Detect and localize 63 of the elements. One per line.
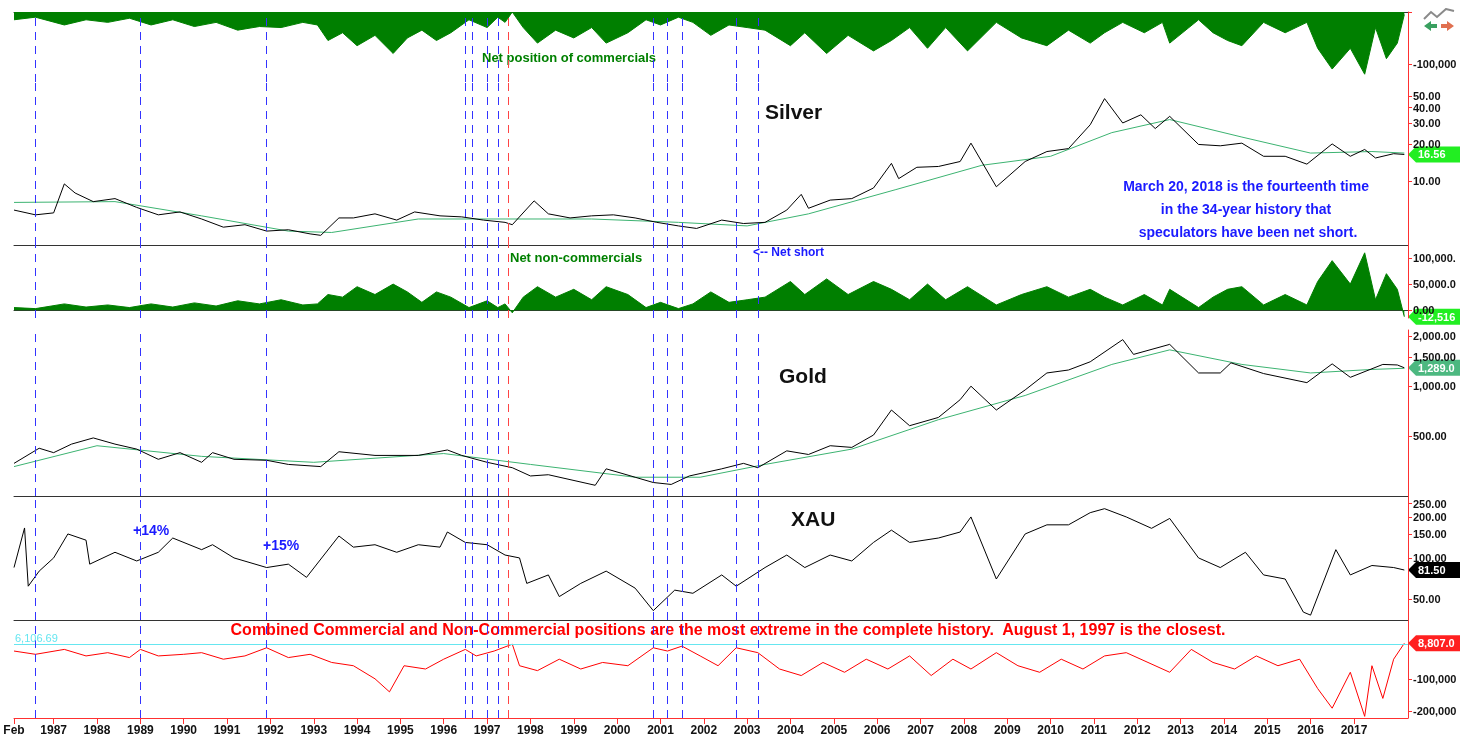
x-tick-label: 2014 xyxy=(1210,723,1238,737)
x-tick-label: 1998 xyxy=(517,723,545,737)
x-tick-label: 2009 xyxy=(993,723,1021,737)
y-tick-label: 500.00 xyxy=(1413,430,1447,443)
y-tick-label: 1,000.00 xyxy=(1413,380,1456,393)
y-tick-label: 50.00 xyxy=(1413,89,1441,102)
x-tick-label: 2015 xyxy=(1253,723,1281,737)
annotation: 8,807.0 xyxy=(1418,637,1455,650)
x-tick-label: 2016 xyxy=(1297,723,1325,737)
x-tick-label: 2008 xyxy=(950,723,978,737)
y-tick-label: 150.00 xyxy=(1413,527,1447,540)
x-tick-label: 2004 xyxy=(777,723,805,737)
x-tick-label: 1987 xyxy=(40,723,68,737)
x-tick-label: 1993 xyxy=(300,723,328,737)
x-tick-label: 2003 xyxy=(733,723,761,737)
y-tick-label: 100,000. xyxy=(1413,252,1456,265)
annotation: Net position of commercials xyxy=(482,50,657,65)
y-tick-label: -200,000 xyxy=(1413,705,1457,718)
y-tick-label: 50.00 xyxy=(1413,592,1441,605)
x-tick-label: 2001 xyxy=(647,723,675,737)
x-tick-label: 1994 xyxy=(343,723,371,737)
x-tick-label: Feb xyxy=(3,723,25,737)
text: Gold xyxy=(779,364,827,387)
x-tick-label: 1988 xyxy=(83,723,111,737)
y-tick-label: 2,000.00 xyxy=(1413,329,1456,342)
y-tick-label: 10.00 xyxy=(1413,175,1441,188)
y-tick-label: 1,500.00 xyxy=(1413,350,1456,363)
x-tick-label: 1991 xyxy=(213,723,241,737)
x-tick-label: 1990 xyxy=(170,723,198,737)
annotation: <-- Net short xyxy=(753,245,825,259)
y-tick-label: 50,000.0 xyxy=(1413,278,1456,291)
x-tick-label: 2013 xyxy=(1167,723,1195,737)
y-tick-label: 100.00 xyxy=(1413,551,1447,564)
y-tick-label: 40.00 xyxy=(1413,101,1441,114)
x-tick-label: 1989 xyxy=(127,723,155,737)
annotation: 16.56 xyxy=(1418,148,1446,161)
x-tick-label: 2006 xyxy=(863,723,891,737)
y-tick-label: -100,000 xyxy=(1413,57,1457,70)
x-tick-label: 1999 xyxy=(560,723,588,737)
annotation: +14% xyxy=(133,522,170,538)
text: XAU xyxy=(791,507,836,530)
x-tick-label: 2002 xyxy=(690,723,718,737)
text: Silver xyxy=(765,100,823,123)
y-tick-label: 250.00 xyxy=(1413,497,1447,510)
annotation: March 20, 2018 is the fourteenth time in the 34-year history that speculators have been net short. xyxy=(1123,177,1373,240)
ref-line-label: 6,106.69 xyxy=(15,631,58,644)
x-tick-label: 2007 xyxy=(907,723,935,737)
x-tick-label: 2017 xyxy=(1340,723,1368,737)
x-tick-label: 2011 xyxy=(1080,723,1108,737)
y-tick-label: -100,000 xyxy=(1413,672,1457,685)
x-tick-label: 1997 xyxy=(473,723,501,737)
x-tick-label: 2005 xyxy=(820,723,848,737)
x-tick-label: 2012 xyxy=(1123,723,1151,737)
x-tick-label: 2000 xyxy=(603,723,631,737)
annotation: Net non-commercials xyxy=(510,250,643,265)
y-tick-label: 30.00 xyxy=(1413,116,1441,129)
x-tick-label: 1992 xyxy=(256,723,284,737)
x-tick-label: 1996 xyxy=(430,723,458,737)
x-tick-label: 2010 xyxy=(1037,723,1065,737)
annotation: 81.50 xyxy=(1418,564,1446,577)
annotation: 1,289.0 xyxy=(1418,361,1455,374)
x-tick-label: 1995 xyxy=(387,723,415,737)
y-tick-label: 200.00 xyxy=(1413,510,1447,523)
